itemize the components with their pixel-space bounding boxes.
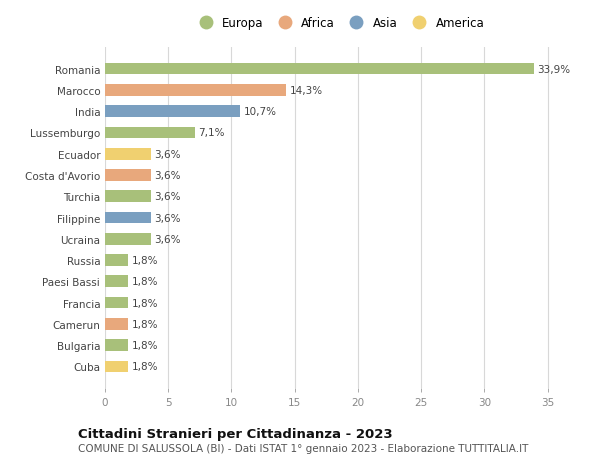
Text: 1,8%: 1,8%: [131, 298, 158, 308]
Text: 3,6%: 3,6%: [154, 234, 181, 244]
Bar: [105, 191, 151, 202]
Legend: Europa, Africa, Asia, America: Europa, Africa, Asia, America: [190, 13, 488, 34]
Text: 3,6%: 3,6%: [154, 192, 181, 202]
Bar: [105, 361, 128, 372]
Bar: [105, 297, 128, 309]
Bar: [105, 212, 151, 224]
Bar: [105, 318, 128, 330]
Bar: [105, 149, 151, 160]
Text: 7,1%: 7,1%: [199, 128, 225, 138]
Text: 3,6%: 3,6%: [154, 213, 181, 223]
Text: 1,8%: 1,8%: [131, 256, 158, 265]
Bar: [105, 106, 241, 118]
Text: 1,8%: 1,8%: [131, 319, 158, 329]
Bar: [105, 234, 151, 245]
Text: 1,8%: 1,8%: [131, 362, 158, 372]
Text: Cittadini Stranieri per Cittadinanza - 2023: Cittadini Stranieri per Cittadinanza - 2…: [78, 427, 392, 440]
Bar: [105, 276, 128, 287]
Bar: [105, 170, 151, 181]
Bar: [105, 255, 128, 266]
Text: COMUNE DI SALUSSOLA (BI) - Dati ISTAT 1° gennaio 2023 - Elaborazione TUTTITALIA.: COMUNE DI SALUSSOLA (BI) - Dati ISTAT 1°…: [78, 443, 529, 453]
Bar: [105, 85, 286, 96]
Bar: [105, 127, 195, 139]
Text: 3,6%: 3,6%: [154, 149, 181, 159]
Text: 3,6%: 3,6%: [154, 171, 181, 180]
Bar: [105, 340, 128, 351]
Bar: [105, 64, 534, 75]
Text: 10,7%: 10,7%: [244, 107, 277, 117]
Text: 33,9%: 33,9%: [538, 64, 571, 74]
Text: 1,8%: 1,8%: [131, 341, 158, 350]
Text: 14,3%: 14,3%: [290, 86, 323, 95]
Text: 1,8%: 1,8%: [131, 277, 158, 287]
